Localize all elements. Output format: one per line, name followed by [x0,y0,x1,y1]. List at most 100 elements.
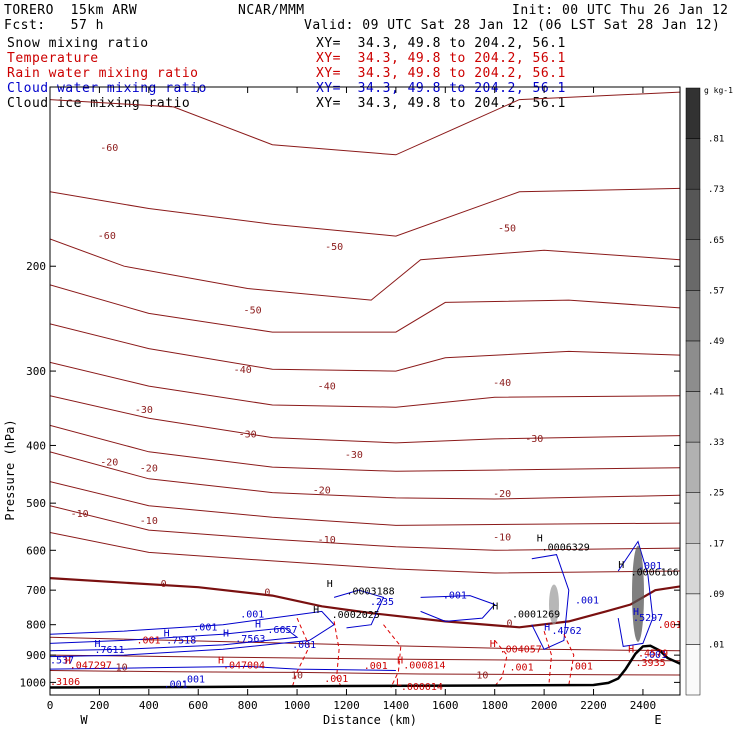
extremum-label: .047004 [223,661,265,672]
extremum-label: .235 [370,597,394,608]
cloud-water-contour [531,554,570,650]
extremum-label: .001 [443,591,467,602]
isotherm-label: -30 [239,430,257,441]
extremum-label: .0002025 [332,610,380,621]
extremum-label: .0003188 [346,587,394,598]
extremum-label: H [313,605,319,616]
y-tick-label: 800 [26,619,46,632]
extremum-label: H [223,629,229,640]
extremum-label: H [327,579,333,590]
isotherm-line [50,424,680,472]
isotherm-label: -30 [525,434,543,445]
isotherm-line [50,395,680,444]
isotherm-line [50,323,680,372]
colorbar-label: .73 [708,185,724,195]
isotherm-label: -50 [325,242,343,253]
extremum-label: .5297 [633,613,663,624]
extremum-label: .001 [643,650,667,661]
isotherm-label: -20 [100,457,118,468]
x-tick-label: 1800 [481,699,508,712]
extremum-label: .4762 [552,626,582,637]
extremum-label: H [218,656,224,667]
field-xy-range: XY= 34.3, 49.8 to 204.2, 56.1 [316,81,566,96]
field-xy-range: XY= 34.3, 49.8 to 204.2, 56.1 [316,96,566,111]
isotherm-line [50,451,680,500]
colorbar-swatch [685,239,701,291]
colorbar-swatch [685,391,701,443]
extremum-label: .537 [50,656,74,667]
cloud-water-contour [50,627,299,652]
field-xy-range: XY= 34.3, 49.8 to 204.2, 56.1 [316,36,566,51]
snow-shading [549,584,559,625]
extremum-label: .001 [136,635,160,646]
x-tick-label: 2000 [531,699,558,712]
isotherm-label: 10 [116,662,128,673]
terrain-line [50,644,680,689]
isotherm-label: -10 [140,516,158,527]
field-name: Cloud ice mixing ratio [7,96,191,111]
plot-frame [49,86,681,696]
isotherm-line [50,187,680,237]
isotherm-line [50,91,680,156]
cloud-water-contour [50,665,396,671]
extremum-label: .001 [569,662,593,673]
extremum-label: H [94,639,100,650]
extremum-label: H [618,560,624,571]
rain-water-contour [291,617,310,688]
cloud-water-contour [420,595,496,622]
isotherm-label: -10 [318,535,336,546]
colorbar-label: .01 [708,640,724,650]
y-tick-label: 200 [26,260,46,273]
model-label: TORERO 15km ARW [4,3,138,18]
colorbar-label: .09 [708,590,724,600]
isotherm-label: -30 [345,450,363,461]
extremum-label: .001 [240,609,264,620]
colorbar-swatch [685,543,701,595]
isotherm-line [50,284,680,333]
isotherm-label: -50 [498,224,516,235]
isotherm-label: -50 [244,305,262,316]
extremum-label: .0006329 [542,542,590,553]
rain-water-contour [563,633,575,686]
x-axis-label: Distance (km) [323,713,417,727]
valid-time-label: Valid: 09 UTC Sat 28 Jan 12 (06 LST Sat … [304,18,721,33]
extremum-label: H [628,644,634,655]
colorbar-swatch [685,138,701,190]
extremum-label: .001 [575,595,599,606]
colorbar-unit-label: g kg-1 [704,86,733,95]
extremum-label: L [396,677,402,688]
isotherm-label: -30 [135,405,153,416]
colorbar-swatch [685,492,701,544]
isotherm-label: 0 [161,579,167,590]
extremum-label: H [492,602,498,613]
cloud-water-contour [617,540,654,647]
colorbar-swatch [685,188,701,241]
isotherm-label: -20 [140,463,158,474]
extremum-label: .000814 [403,661,445,672]
extremum-label: .001 [510,662,534,673]
colorbar-swatch [685,593,701,645]
extremum-label: .4579 [638,649,668,660]
extremum-label: H [537,534,543,545]
colorbar-label: .57 [708,286,724,296]
field-name: Cloud water mixing ratio [7,81,207,96]
x-left-end-label: W [80,713,88,727]
isotherm-label: -40 [318,381,336,392]
isotherm-label: -20 [313,486,331,497]
init-label: Init: 00 UTC Thu 26 Jan 12 [512,3,729,18]
extremum-label: .7518 [166,635,196,646]
colorbar-label: .17 [708,539,724,549]
x-tick-label: 2400 [630,699,657,712]
rain-water-contour [494,640,508,687]
cloud-water-contour [50,610,335,658]
isotherm-line [50,238,680,301]
isotherm-label: 10 [291,670,303,681]
colorbar-label: .25 [708,489,724,499]
extremum-label: H [65,656,71,667]
colorbar-swatch [685,290,701,342]
org-label: NCAR/MMM [238,3,305,18]
plot-area: -60 -60 -50 -50 -50 -40 -40 -40 -30 -30 -30 -30 -20 -… [50,91,680,693]
isotherm-label: -40 [493,378,511,389]
isotherm-label: -20 [493,489,511,500]
